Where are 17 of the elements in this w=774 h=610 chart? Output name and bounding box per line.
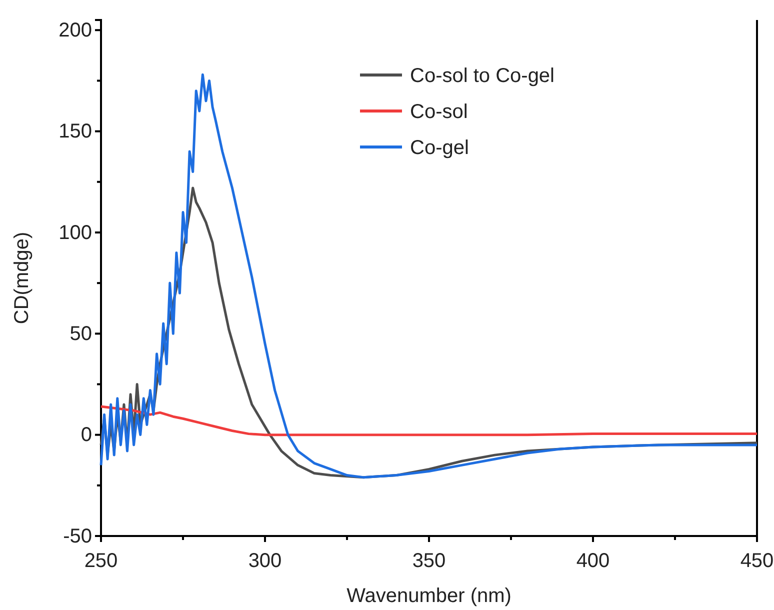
x-tick-label: 450 — [740, 550, 774, 572]
legend-label: Co-sol — [410, 101, 468, 123]
line-series — [100, 405, 758, 436]
legend-label: Co-gel — [410, 137, 469, 159]
x-tick-label: 350 — [412, 550, 446, 572]
y-tick-label: 50 — [70, 323, 92, 346]
x-tick-label: 300 — [248, 550, 282, 572]
y-tick-label: 0 — [80, 424, 92, 446]
x-tick-label: 250 — [84, 550, 118, 572]
y-axis-title: CD(mdge) — [11, 232, 33, 324]
y-tick-label: 200 — [58, 20, 92, 42]
y-tick-label: 150 — [58, 120, 92, 143]
legend-label: Co-sol to Co-gel — [410, 65, 555, 87]
x-axis-title: Wavenumber (nm) — [346, 585, 512, 607]
x-tick-label: 400 — [576, 550, 610, 572]
y-tick-label: -50 — [63, 525, 92, 548]
y-tick-label: 100 — [58, 222, 92, 244]
